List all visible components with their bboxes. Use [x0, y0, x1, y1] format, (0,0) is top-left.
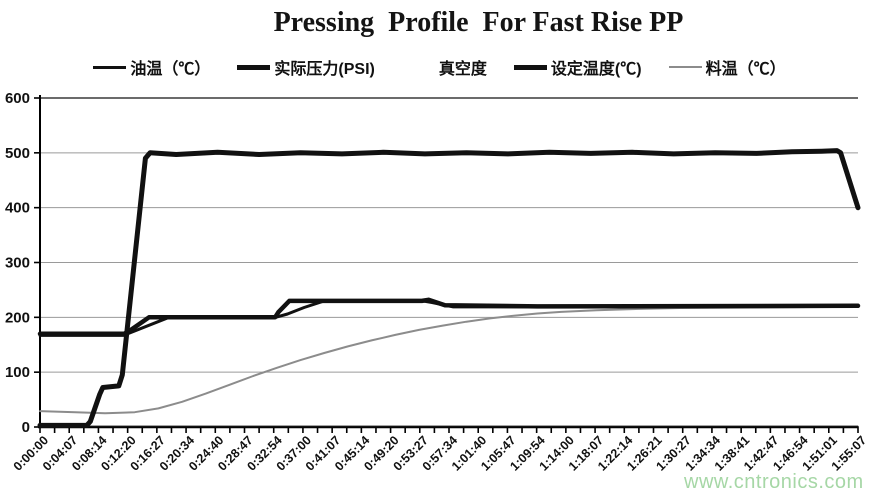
series-line-actual-pressure	[37, 148, 861, 428]
series-line-set-temp	[37, 297, 861, 337]
legend-label-set-temp: 设定温度(℃)	[550, 61, 642, 78]
y-axis-label-0: 0	[22, 419, 30, 436]
legend-label-vacuum: 真空度	[438, 61, 487, 78]
legend-item-vacuum: 真空度	[402, 55, 487, 79]
legend-item-material-temp: 料温（℃）	[668, 55, 786, 79]
legend-marker-set-temp	[513, 64, 547, 70]
y-axis-label-300: 300	[5, 255, 30, 272]
legend-label-material-temp: 料温（℃）	[705, 61, 786, 78]
watermark-text: www.cntronics.com	[684, 471, 864, 493]
y-axis-label-100: 100	[5, 364, 30, 381]
legend-item-actual-pressure: 实际压力(PSI)	[237, 55, 375, 79]
y-axis-label-400: 400	[5, 200, 30, 217]
legend-marker-oil-temp	[93, 65, 127, 69]
legend-item-oil-temp: 油温（℃）	[93, 55, 210, 79]
y-axis-label-600: 600	[5, 90, 30, 107]
legend-marker-material-temp	[668, 66, 702, 68]
y-axis-label-500: 500	[5, 145, 30, 162]
legend-label-actual-pressure: 实际压力(PSI)	[274, 61, 375, 78]
legend-marker-actual-pressure	[237, 64, 271, 70]
y-axis-label-200: 200	[5, 309, 30, 326]
series-line-material-temp	[39, 305, 859, 415]
legend-label-oil-temp: 油温（℃）	[130, 61, 211, 78]
legend-item-set-temp: 设定温度(℃)	[513, 55, 642, 79]
chart-title: Pressing Profile For Fast Rise PP	[273, 7, 684, 38]
chart-legend: 油温（℃） 实际压力(PSI) 真空度 设定温度(℃) 料温（℃）	[0, 55, 879, 79]
